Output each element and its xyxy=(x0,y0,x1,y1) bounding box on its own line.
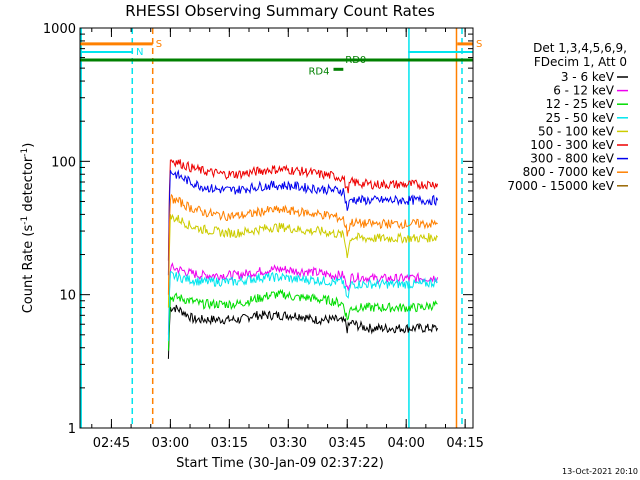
legend-label: 25 - 50 keV xyxy=(546,111,615,125)
y-axis-label: Count Rate (s-1 detector-1) xyxy=(20,143,36,314)
legend: Det 1,3,4,5,6,9, FDecim 1, Att 0 3 - 6 k… xyxy=(507,41,628,193)
legend-label: 50 - 100 keV xyxy=(538,124,615,138)
legend-label: 300 - 800 keV xyxy=(530,152,614,166)
x-tick-label: 03:30 xyxy=(270,436,307,451)
y-tick-label: 10 xyxy=(59,289,76,304)
chart-title: RHESSI Observing Summary Count Rates xyxy=(125,2,435,20)
y-label-sup: -1 xyxy=(20,148,30,157)
flag-label: RD4 xyxy=(308,66,329,77)
legend-label: 12 - 25 keV xyxy=(546,97,615,111)
y-tick-label: 1 xyxy=(68,422,76,437)
flag-label: S xyxy=(156,39,162,50)
series-line xyxy=(167,288,438,351)
legend-label: 800 - 7000 keV xyxy=(523,165,615,179)
y-label-sup: -1 xyxy=(20,216,30,225)
flag-label: S xyxy=(476,39,482,50)
series-line xyxy=(167,193,438,295)
legend-label: 7000 - 15000 keV xyxy=(507,179,614,193)
plot-frame xyxy=(79,27,474,429)
y-axis-ticks: 1 10 100 1000 xyxy=(43,22,473,437)
series-line xyxy=(167,213,438,308)
legend-label: 100 - 300 keV xyxy=(530,138,614,152)
series-lines xyxy=(167,159,439,359)
vertical-markers xyxy=(80,28,463,428)
series-line xyxy=(167,304,439,359)
flag-label: N xyxy=(136,47,143,58)
y-label-part: ) xyxy=(21,143,36,148)
series-line xyxy=(167,159,439,261)
y-tick-label: 100 xyxy=(51,155,76,170)
x-tick-label: 03:00 xyxy=(152,436,189,451)
legend-header-line: FDecim 1, Att 0 xyxy=(534,55,627,69)
y-tick-label: 1000 xyxy=(43,22,76,37)
y-label-part: detector xyxy=(21,156,36,216)
flag-label: RD0 xyxy=(345,55,366,66)
render-timestamp: 13-Oct-2021 20:10 xyxy=(562,467,638,476)
x-tick-label: 03:45 xyxy=(329,436,366,451)
x-tick-label: 04:00 xyxy=(387,436,424,451)
x-axis-ticks: 02:45 03:00 03:15 03:30 03:45 04:00 04:15 xyxy=(91,28,484,451)
flag-lines: S S N RD0 RD4 xyxy=(80,39,482,77)
x-tick-label: 03:15 xyxy=(211,436,248,451)
x-axis-label: Start Time (30-Jan-09 02:37:22) xyxy=(176,456,384,471)
x-tick-label: 04:15 xyxy=(446,436,483,451)
series-line xyxy=(167,169,439,276)
legend-label: 3 - 6 keV xyxy=(561,70,615,84)
x-tick-label: 02:45 xyxy=(93,436,130,451)
legend-header-line: Det 1,3,4,5,6,9, xyxy=(533,41,627,55)
legend-label: 6 - 12 keV xyxy=(553,84,615,98)
series-line xyxy=(167,262,439,335)
series-line xyxy=(167,271,438,341)
y-label-part: Count Rate (s xyxy=(21,225,36,314)
